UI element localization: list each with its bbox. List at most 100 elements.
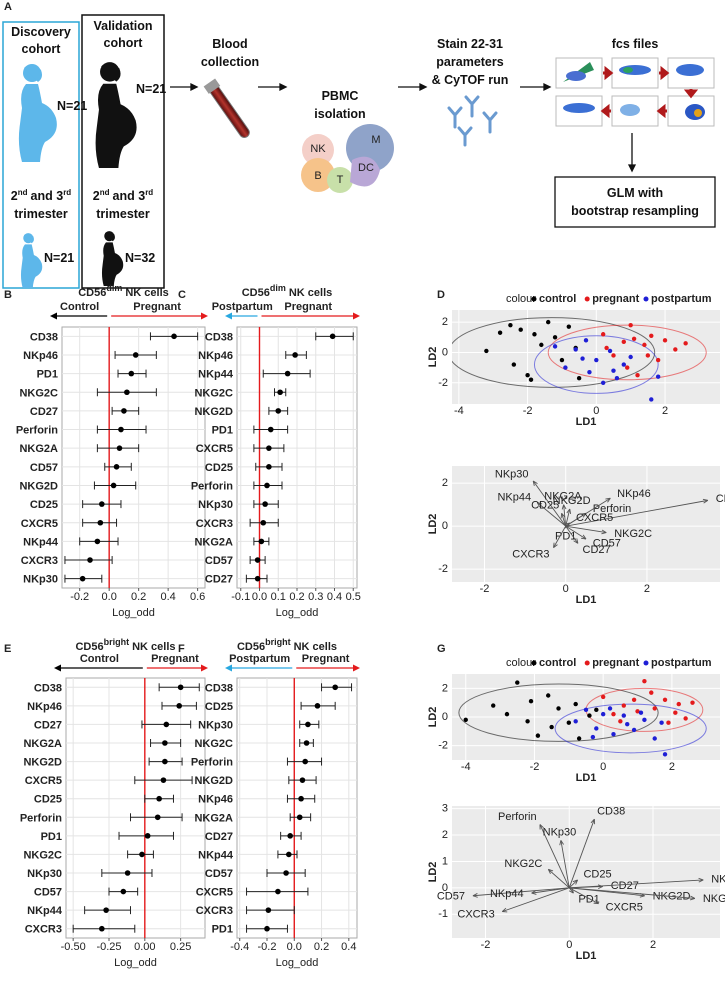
arrow-head: [353, 664, 360, 672]
data-point: [625, 365, 630, 370]
estimate-point: [254, 557, 261, 563]
step-label: Stain 22-31: [437, 37, 503, 51]
fcs-thumbnails: [555, 57, 715, 127]
arrow-head: [539, 824, 544, 830]
loading-label: PD1: [578, 893, 599, 905]
category-label: NKG2C: [194, 387, 233, 399]
step-label: PBMC: [322, 89, 359, 103]
category-label: PD1: [37, 369, 58, 381]
workflow: Discovery cohort N=21 2nd and 3rd trimest…: [2, 14, 716, 289]
data-point: [649, 397, 654, 402]
chart-title: CD56dim NK cells: [242, 283, 333, 299]
loading-label: NKp44: [490, 888, 524, 900]
cell: [350, 156, 380, 187]
data-point: [655, 357, 661, 363]
cell-label: B: [314, 170, 321, 182]
loading-label: NKp44: [497, 491, 531, 503]
estimate-point: [275, 888, 281, 895]
step-label: bootstrap resampling: [571, 204, 699, 218]
y-tick-label: 3: [442, 803, 448, 815]
loading-label: CXCR5: [576, 512, 613, 524]
loading-label: CD27: [583, 544, 611, 556]
title-part: CD56: [242, 287, 270, 299]
legend-label: postpartum: [651, 293, 712, 305]
loading-label: CD27: [611, 880, 639, 892]
category-label: CXCR5: [25, 775, 62, 787]
data-point: [518, 327, 523, 332]
legend-marker: [584, 660, 590, 666]
data-point: [631, 336, 637, 342]
x-tick-label: -0.50: [61, 941, 86, 953]
data-point: [628, 322, 633, 328]
category-label: NKG2D: [194, 406, 233, 418]
category-label: NKG2D: [194, 775, 233, 787]
loading-label: NKG2C: [614, 528, 652, 540]
estimate-point: [99, 925, 105, 932]
data-point: [621, 362, 626, 367]
title-sup: bright: [265, 637, 291, 647]
x-tick-label: 0.4: [341, 941, 356, 953]
data-point: [635, 372, 640, 378]
arrow-shaft: [565, 497, 611, 527]
t: rd: [63, 188, 71, 197]
x-axis-label: Log_odd: [114, 957, 157, 969]
antibodies: [447, 95, 498, 147]
arrow-head: [605, 497, 611, 503]
y-tick-label: -2: [438, 740, 448, 752]
step-label: & CyTOF run: [432, 73, 509, 87]
x-axis-label: LD1: [576, 416, 597, 428]
loading-arrow: [565, 497, 611, 527]
plot-background: [452, 466, 720, 582]
arrow-head: [580, 534, 587, 540]
estimate-point: [266, 464, 272, 470]
data-point: [645, 353, 651, 358]
trimester-label: 2nd and 3rd: [11, 188, 72, 203]
category-label: NKp30: [27, 868, 62, 880]
estimate-point: [154, 814, 161, 821]
data-point: [683, 716, 688, 721]
cell: [301, 158, 335, 192]
data-point: [662, 338, 668, 343]
data-point: [600, 694, 606, 700]
pregnant-icon: [18, 64, 57, 162]
category-label: CD38: [34, 682, 62, 694]
legend-marker: [643, 296, 649, 302]
cell: [302, 134, 334, 166]
data-point: [642, 342, 647, 348]
data-point: [611, 353, 616, 358]
legend-marker: [643, 660, 649, 666]
data-point: [525, 372, 530, 378]
category-label: NKp44: [198, 849, 234, 861]
loading-arrow: [569, 877, 704, 889]
data-point: [556, 706, 561, 711]
estimate-point: [177, 684, 184, 691]
panel-label: C: [178, 289, 186, 301]
y-tick-label: 0: [442, 882, 448, 894]
category-label: CXCR5: [196, 443, 233, 455]
loading-arrow: [565, 508, 572, 527]
t: 2: [11, 189, 18, 203]
data-point: [604, 345, 609, 351]
category-label: CD38: [205, 331, 233, 343]
x-tick-label: -0.2: [258, 941, 277, 953]
arrow-shaft: [553, 525, 567, 548]
loading-label: NKG2C: [504, 858, 542, 870]
panel-label: G: [437, 643, 446, 655]
plot-background: [61, 326, 206, 589]
plot-background: [236, 677, 358, 939]
direction-label: Postpartum: [212, 301, 273, 313]
loading-label: NKG2A: [703, 893, 725, 905]
estimate-point: [116, 445, 123, 451]
data-point: [484, 348, 489, 354]
title-part: CD56: [237, 641, 265, 653]
data-point: [491, 703, 496, 708]
estimate-point: [277, 389, 283, 396]
category-label: NKp30: [23, 574, 58, 586]
plot-background: [452, 806, 720, 938]
discovery-box: [2, 21, 80, 289]
loading-arrow: [569, 887, 599, 905]
legend-label: control: [539, 657, 576, 669]
category-label: NKG2A: [194, 812, 233, 824]
estimate-point: [97, 519, 104, 526]
data-point: [563, 365, 568, 370]
